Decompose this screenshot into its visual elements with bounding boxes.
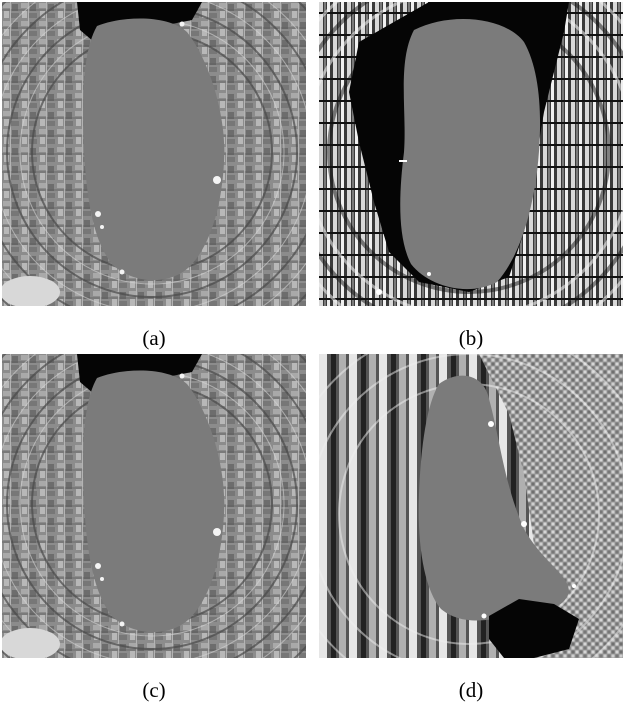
panel-b-image (319, 2, 623, 306)
caption-b: (b) (458, 326, 484, 350)
panel-c-image (2, 354, 306, 658)
panel-a-image (2, 2, 306, 306)
caption-c: (c) (142, 678, 166, 702)
caption-d: (d) (458, 678, 484, 702)
caption-a: (a) (142, 326, 166, 350)
panel-d-image (319, 354, 623, 658)
